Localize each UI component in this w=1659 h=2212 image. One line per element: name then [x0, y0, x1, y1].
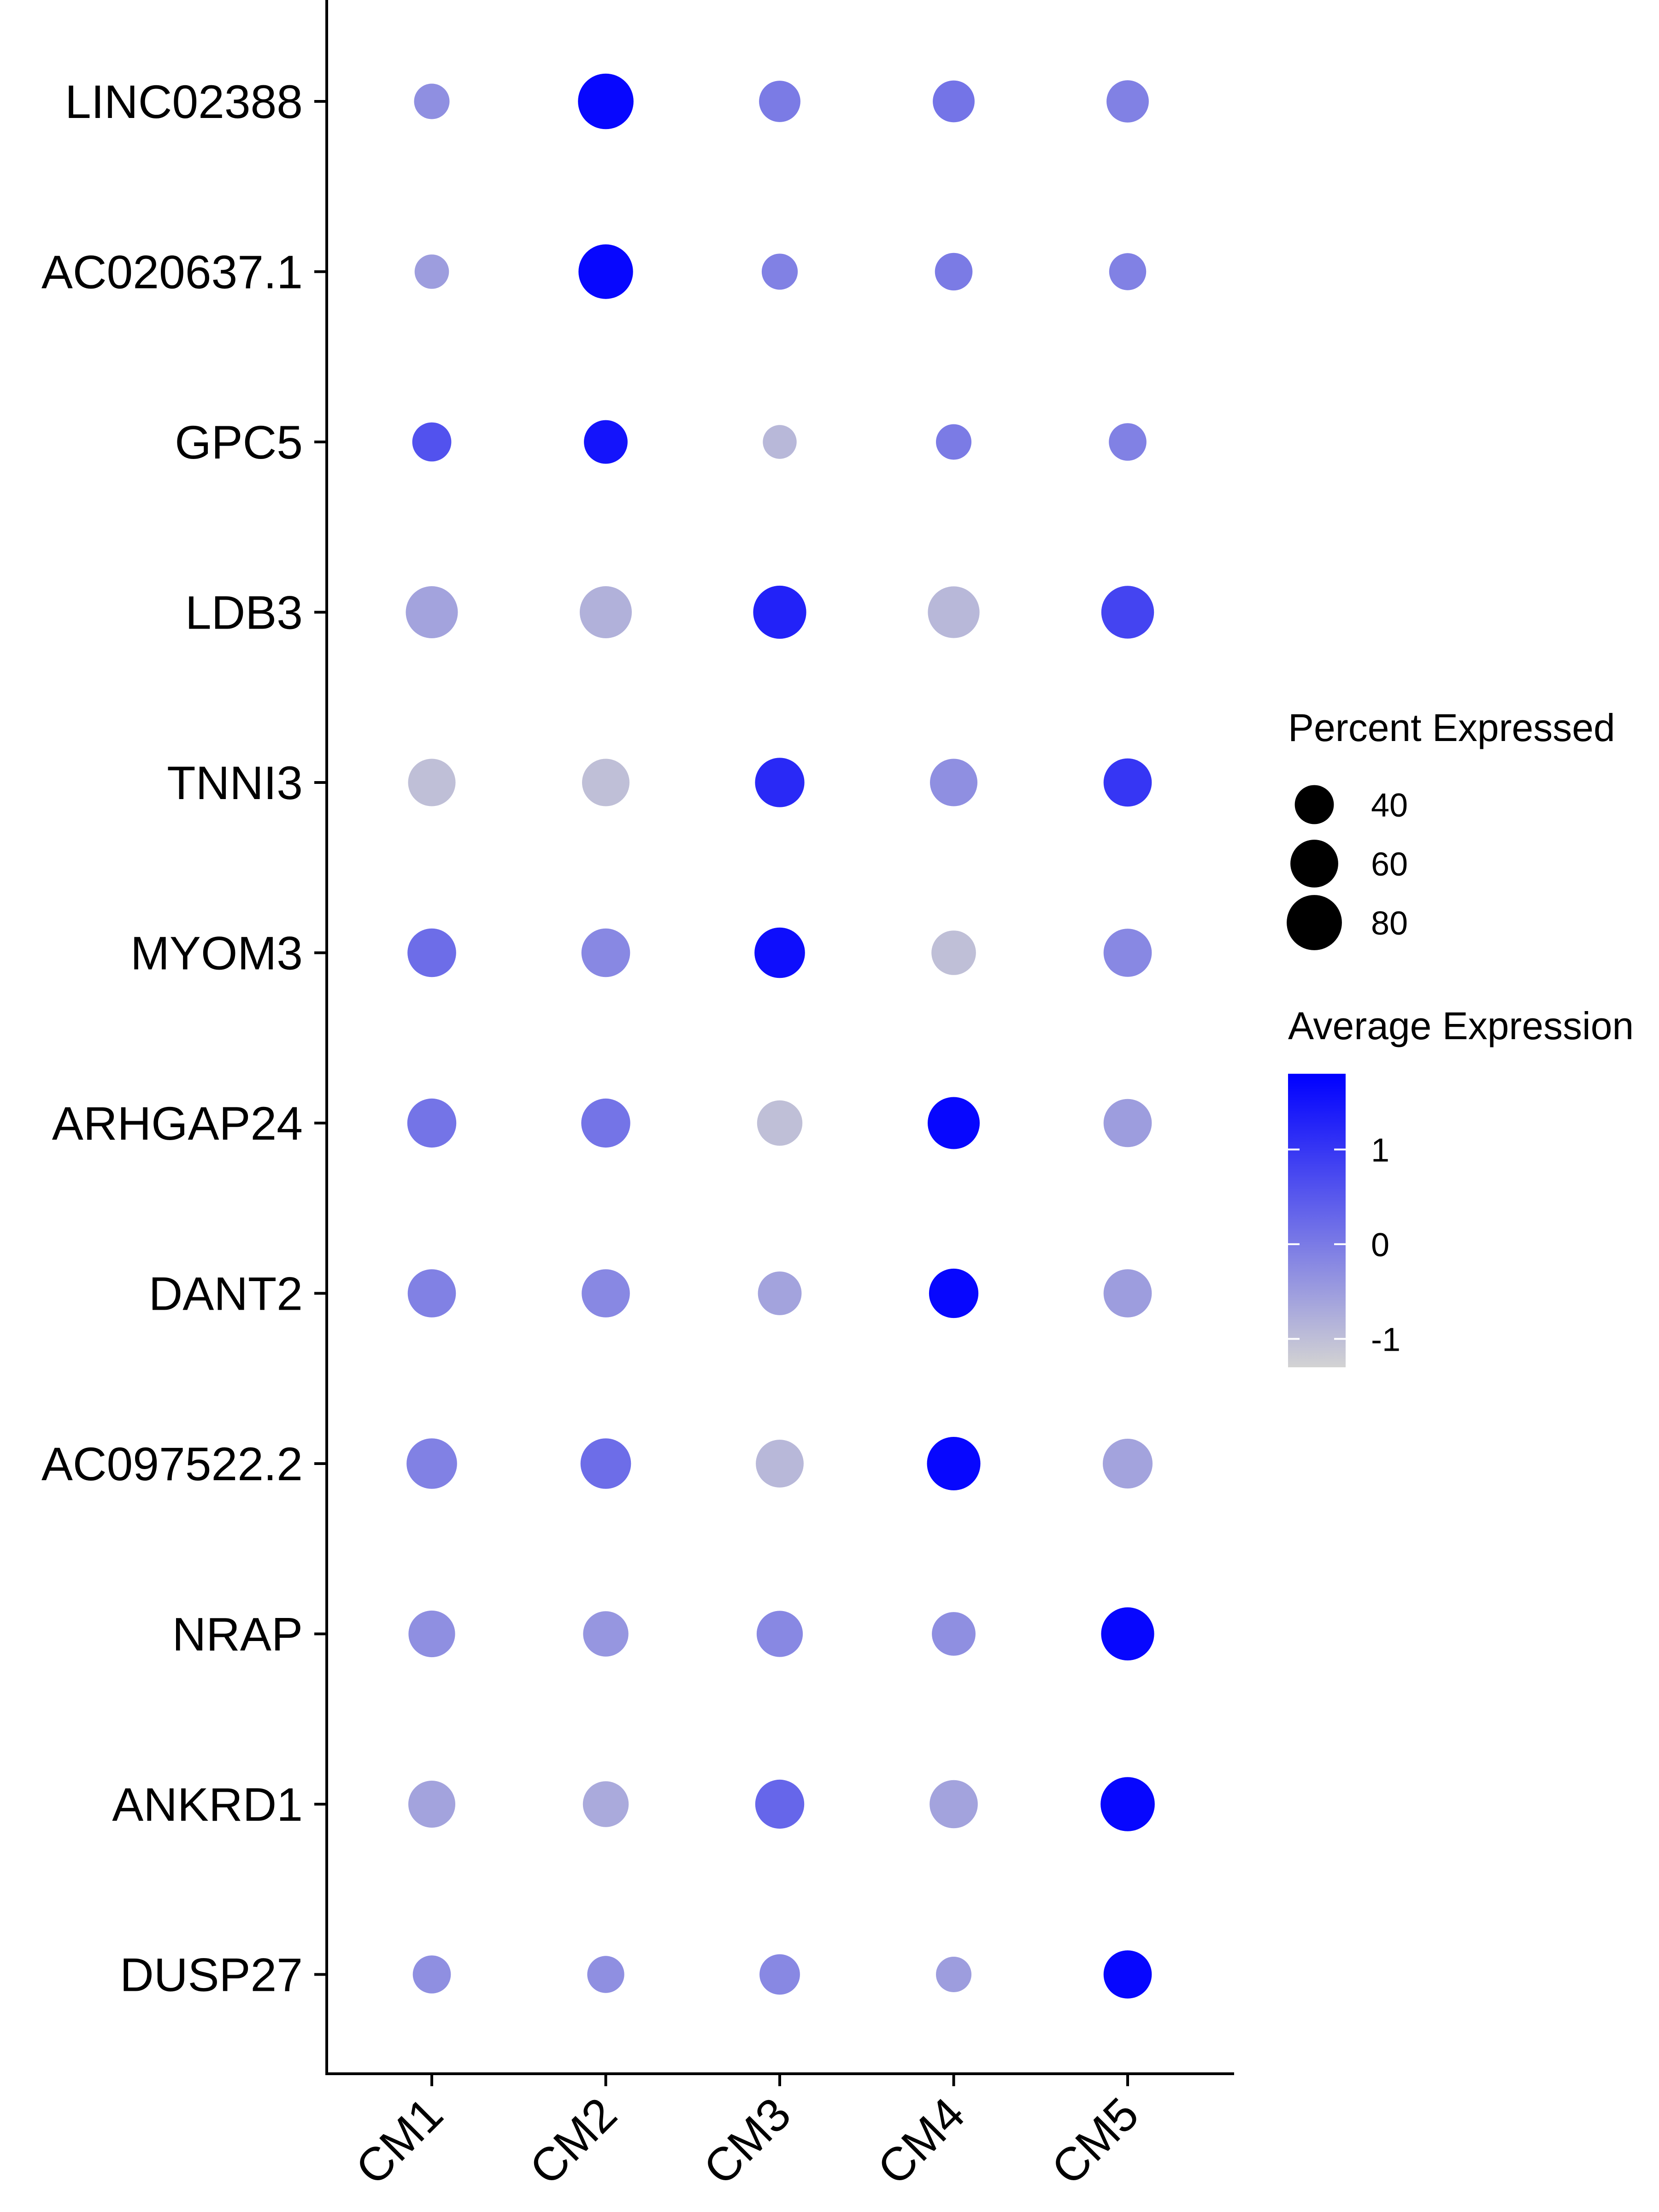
- color-legend: Average Expression 1 0 -1: [1288, 1004, 1634, 1367]
- dot-AC020637.1-CM2: [578, 244, 633, 299]
- x-tick-label: CM3: [694, 2088, 801, 2195]
- y-tick-label: LINC02388: [65, 76, 303, 128]
- dot-MYOM3-CM1: [407, 928, 456, 977]
- dot-LINC02388-CM3: [759, 81, 800, 122]
- dot-NRAP-CM2: [583, 1611, 629, 1657]
- size-legend-dot: [1290, 840, 1338, 888]
- dot-ANKRD1-CM1: [408, 1781, 455, 1828]
- dot-NRAP-CM1: [408, 1610, 455, 1658]
- x-tick-label: CM5: [1041, 2088, 1149, 2195]
- colorbar: [1288, 1074, 1346, 1367]
- x-axis-ticks: CM1 CM2 CM3 CM4 CM5: [346, 2074, 1149, 2195]
- dot-ARHGAP24-CM3: [757, 1100, 803, 1146]
- dot-DUSP27-CM2: [587, 1956, 624, 1993]
- dot-TNNI3-CM2: [582, 759, 629, 806]
- size-legend: Percent Expressed 40 60 80: [1287, 706, 1615, 950]
- dot-DANT2-CM4: [929, 1268, 979, 1318]
- y-tick-label: NRAP: [172, 1608, 303, 1661]
- colorbar-label: -1: [1371, 1321, 1400, 1358]
- dot-MYOM3-CM3: [754, 927, 805, 978]
- dot-AC097522.2-CM5: [1103, 1439, 1153, 1488]
- dot-LINC02388-CM4: [933, 80, 975, 123]
- colorbar-label: 0: [1371, 1227, 1389, 1264]
- dot-TNNI3-CM4: [930, 759, 977, 806]
- size-legend-label: 80: [1371, 905, 1408, 942]
- size-legend-label: 40: [1371, 787, 1408, 824]
- dot-GPC5-CM2: [584, 420, 628, 464]
- y-tick-label: LDB3: [185, 587, 303, 639]
- dot-DANT2-CM3: [758, 1271, 802, 1315]
- dot-TNNI3-CM5: [1103, 758, 1152, 807]
- color-legend-title: Average Expression: [1288, 1004, 1634, 1047]
- dot-DUSP27-CM3: [759, 1954, 800, 1995]
- dot-ANKRD1-CM2: [582, 1781, 629, 1827]
- dot-ANKRD1-CM3: [755, 1779, 805, 1829]
- dot-MYOM3-CM4: [931, 930, 976, 975]
- dot-marks: [406, 73, 1155, 1999]
- dot-LDB3-CM2: [580, 586, 632, 638]
- dot-AC020637.1-CM4: [935, 253, 973, 291]
- dot-ARHGAP24-CM1: [407, 1098, 457, 1148]
- y-tick-label: GPC5: [175, 416, 303, 469]
- y-tick-label: DANT2: [149, 1268, 303, 1320]
- dot-AC020637.1-CM1: [414, 254, 449, 289]
- y-tick-label: AC097522.2: [41, 1438, 303, 1490]
- dot-DANT2-CM1: [407, 1269, 456, 1318]
- dot-AC097522.2-CM2: [580, 1438, 631, 1489]
- dot-LINC02388-CM2: [578, 73, 634, 129]
- dot-NRAP-CM5: [1101, 1607, 1154, 1661]
- x-tick-label: CM1: [346, 2088, 453, 2195]
- x-tick-label: CM2: [519, 2088, 627, 2195]
- y-tick-label: DUSP27: [120, 1949, 303, 2001]
- dot-LDB3-CM3: [753, 585, 806, 639]
- plot-axes: [325, 0, 1234, 2075]
- dot-DANT2-CM2: [582, 1269, 630, 1318]
- size-legend-title: Percent Expressed: [1288, 706, 1615, 749]
- dot-GPC5-CM3: [763, 425, 797, 459]
- size-legend-dot: [1287, 895, 1342, 950]
- y-tick-label: ANKRD1: [112, 1778, 303, 1831]
- dot-AC097522.2-CM1: [406, 1438, 457, 1489]
- dot-MYOM3-CM2: [581, 928, 630, 977]
- size-legend-dot: [1294, 785, 1334, 824]
- dot-NRAP-CM3: [756, 1611, 803, 1657]
- dot-GPC5-CM1: [412, 422, 452, 462]
- dot-TNNI3-CM3: [755, 758, 805, 807]
- dot-MYOM3-CM5: [1103, 929, 1152, 977]
- dot-TNNI3-CM1: [408, 759, 456, 806]
- dot-AC020637.1-CM3: [761, 253, 798, 290]
- dot-ANKRD1-CM5: [1100, 1777, 1155, 1831]
- dot-ARHGAP24-CM4: [928, 1097, 980, 1149]
- dot-ARHGAP24-CM5: [1103, 1099, 1152, 1147]
- dot-GPC5-CM5: [1109, 423, 1147, 461]
- dot-DUSP27-CM1: [412, 1955, 451, 1994]
- y-tick-label: ARHGAP24: [52, 1097, 303, 1150]
- colorbar-label: 1: [1371, 1132, 1389, 1169]
- dot-AC020637.1-CM5: [1109, 253, 1147, 290]
- dot-DANT2-CM5: [1103, 1269, 1152, 1318]
- dot-DUSP27-CM4: [936, 1957, 971, 1992]
- dot-LDB3-CM4: [928, 586, 980, 638]
- dot-ARHGAP24-CM2: [581, 1098, 630, 1148]
- size-legend-label: 60: [1371, 846, 1408, 883]
- dot-LINC02388-CM1: [414, 83, 450, 119]
- dot-DUSP27-CM5: [1103, 1950, 1152, 1999]
- dot-LINC02388-CM5: [1106, 80, 1149, 123]
- y-axis-ticks: LINC02388 AC020637.1 GPC5 LDB3 TNNI3 MYOM3 ARH…: [41, 76, 327, 2001]
- dot-GPC5-CM4: [936, 424, 971, 460]
- dot-AC097522.2-CM4: [927, 1437, 981, 1490]
- y-tick-label: MYOM3: [130, 927, 303, 980]
- dot-LDB3-CM5: [1101, 586, 1154, 639]
- y-tick-label: AC020637.1: [41, 246, 303, 299]
- dot-LDB3-CM1: [406, 586, 458, 638]
- y-tick-label: TNNI3: [167, 757, 303, 809]
- dot-NRAP-CM4: [932, 1612, 976, 1656]
- dot-AC097522.2-CM3: [756, 1440, 804, 1488]
- dot-ANKRD1-CM4: [930, 1780, 978, 1829]
- x-tick-label: CM4: [867, 2088, 975, 2195]
